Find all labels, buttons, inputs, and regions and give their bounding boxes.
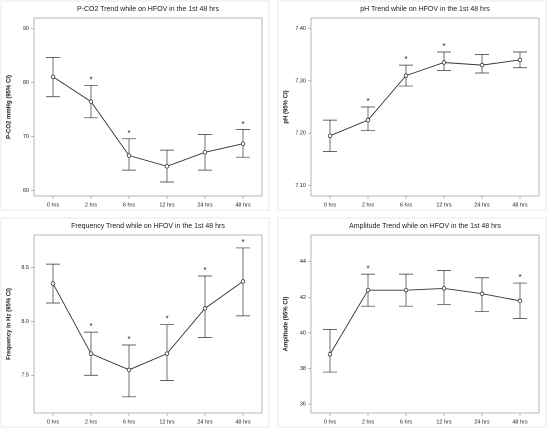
- point: [164, 164, 170, 169]
- significance-mark: *: [442, 42, 445, 51]
- significance-mark: *: [404, 55, 407, 64]
- x-tick-label: 12 hrs: [159, 202, 175, 208]
- x-tick-label: 48 hrs: [512, 202, 528, 208]
- x-tick-label: 12 hrs: [436, 202, 452, 208]
- plot-area: [310, 234, 540, 414]
- x-tick-label: 24 hrs: [474, 202, 490, 208]
- x-tick-label: 48 hrs: [512, 419, 528, 425]
- significance-mark: *: [127, 129, 130, 138]
- x-tick-label: 6 hrs: [400, 419, 412, 425]
- y-axis-label: Amplitude (95% CI): [284, 297, 290, 352]
- y-tick-label: 80: [23, 80, 29, 86]
- y-tick-label: 8.0: [21, 319, 29, 325]
- y-axis-label: Frequency in Hz (95% CI): [7, 288, 13, 360]
- x-tick-label: 24 hrs: [197, 202, 213, 208]
- significance-mark: *: [241, 120, 244, 129]
- y-tick-label: 7.30: [295, 78, 306, 84]
- plot-area: [33, 17, 263, 197]
- point: [441, 60, 447, 65]
- point: [88, 99, 94, 104]
- significance-mark: *: [518, 273, 521, 282]
- significance-mark: *: [127, 335, 130, 344]
- point: [202, 150, 208, 155]
- trend-line: [52, 76, 244, 167]
- x-tick-label: 48 hrs: [235, 419, 251, 425]
- point: [365, 117, 371, 123]
- x-tick-label: 12 hrs: [436, 419, 452, 425]
- point: [441, 286, 447, 291]
- chart-title: Frequency Trend while on HFOV in the 1st…: [71, 223, 225, 230]
- y-tick-label: 44: [300, 259, 306, 265]
- x-tick-label: 0 hrs: [324, 419, 336, 425]
- y-axis-label: P-CO2 mmHg (95% CI): [7, 75, 13, 139]
- y-tick-label: 36: [300, 402, 306, 408]
- y-tick-label: 7.10: [295, 183, 306, 189]
- x-tick-label: 0 hrs: [47, 202, 59, 208]
- trend-line: [52, 281, 244, 371]
- plot-area: [310, 17, 540, 197]
- x-tick-label: 6 hrs: [123, 202, 135, 208]
- chart-title: pH Trend while on HFOV in the 1st 48 hrs: [360, 6, 490, 13]
- point: [88, 351, 94, 356]
- chart-title: P-CO2 Trend while on HFOV in the 1st 48 …: [77, 6, 220, 13]
- x-tick-label: 6 hrs: [400, 202, 412, 208]
- y-tick-label: 40: [300, 330, 306, 336]
- y-tick-label: 60: [23, 188, 29, 194]
- point: [327, 133, 333, 138]
- trend-line: [329, 59, 521, 137]
- y-tick-label: 70: [23, 134, 29, 140]
- x-tick-label: 6 hrs: [123, 419, 135, 425]
- x-tick-label: 24 hrs: [474, 419, 490, 425]
- error-bar: [323, 328, 337, 373]
- x-tick-label: 2 hrs: [362, 419, 374, 425]
- point: [479, 62, 485, 68]
- y-axis-label: pH (95% CI): [284, 90, 290, 123]
- plot-area: [33, 234, 263, 414]
- point: [164, 351, 170, 356]
- x-tick-label: 0 hrs: [47, 419, 59, 425]
- x-tick-label: 2 hrs: [85, 419, 97, 425]
- point: [327, 352, 333, 357]
- x-tick-label: 48 hrs: [235, 202, 251, 208]
- y-tick-label: 42: [300, 295, 306, 301]
- y-tick-label: 7.40: [295, 26, 306, 32]
- point: [479, 291, 485, 296]
- significance-mark: *: [89, 76, 92, 85]
- point: [126, 153, 132, 158]
- y-tick-label: 8.5: [21, 265, 29, 271]
- point: [50, 74, 56, 79]
- x-tick-label: 2 hrs: [85, 202, 97, 208]
- point: [517, 57, 523, 63]
- y-tick-label: 38: [300, 366, 306, 372]
- significance-mark: *: [203, 266, 206, 275]
- x-tick-label: 2 hrs: [362, 202, 374, 208]
- point: [240, 141, 246, 146]
- significance-mark: *: [366, 97, 369, 106]
- point: [126, 367, 132, 373]
- point: [403, 287, 409, 293]
- point: [240, 279, 246, 284]
- point: [365, 287, 371, 293]
- significance-mark: *: [366, 264, 369, 273]
- significance-mark: *: [165, 315, 168, 324]
- point: [403, 73, 409, 78]
- point: [50, 281, 56, 286]
- significance-mark: *: [241, 238, 244, 247]
- x-tick-label: 0 hrs: [324, 202, 336, 208]
- y-tick-label: 7.5: [21, 373, 29, 379]
- trend-line: [329, 287, 521, 355]
- significance-mark: *: [89, 322, 92, 331]
- y-tick-label: 7.20: [295, 131, 306, 137]
- x-tick-label: 12 hrs: [159, 419, 175, 425]
- point: [202, 306, 208, 311]
- chart-title: Amplitude Trend while on HFOV in the 1st…: [349, 223, 501, 230]
- point: [517, 298, 523, 304]
- y-tick-label: 90: [23, 26, 29, 32]
- x-tick-label: 24 hrs: [197, 419, 213, 425]
